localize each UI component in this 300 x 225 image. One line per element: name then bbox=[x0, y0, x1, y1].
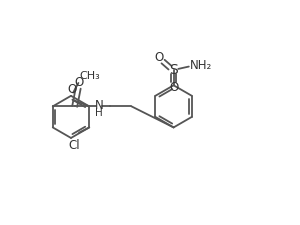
Text: H: H bbox=[95, 108, 103, 118]
Text: CH₃: CH₃ bbox=[80, 71, 100, 81]
Text: NH₂: NH₂ bbox=[190, 58, 212, 72]
Text: S: S bbox=[169, 63, 178, 77]
Text: N: N bbox=[95, 99, 104, 112]
Text: Cl: Cl bbox=[69, 139, 80, 152]
Text: O: O bbox=[154, 51, 164, 64]
Text: O: O bbox=[169, 81, 178, 94]
Text: O: O bbox=[67, 83, 76, 96]
Text: O: O bbox=[74, 76, 83, 89]
